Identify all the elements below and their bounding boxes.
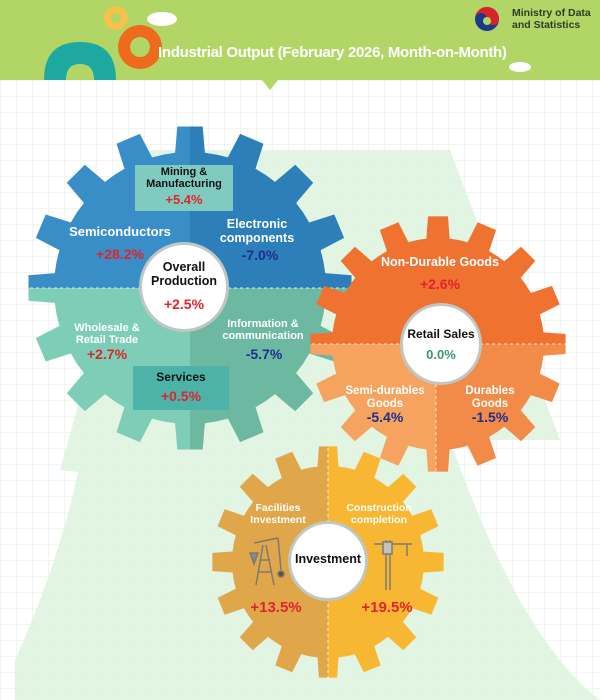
services-label: Services bbox=[156, 370, 206, 384]
facilities-value: +13.5% bbox=[250, 599, 302, 616]
durable-label: Durables Goods bbox=[465, 385, 515, 410]
semiconductors-label: Semiconductors bbox=[69, 224, 171, 239]
mining-value: +5.4% bbox=[165, 192, 203, 207]
ministry-logo-icon bbox=[475, 7, 499, 31]
semi-durable-label: Semi-durables Goods bbox=[345, 385, 425, 410]
services-value: +0.5% bbox=[160, 388, 202, 404]
electronic-label: Electronic components bbox=[219, 217, 295, 245]
oil-pump-icon bbox=[248, 537, 285, 586]
durable-value: -1.5% bbox=[471, 409, 509, 425]
non-durable-value: +2.6% bbox=[419, 276, 461, 292]
mining-manufacturing-box bbox=[135, 165, 233, 211]
information-label: Information & communication bbox=[222, 318, 304, 343]
ministry-name: Ministry of Data and Statistics bbox=[512, 7, 591, 31]
facilities-label: Facilities Investment bbox=[250, 502, 306, 526]
information-value: -5.7% bbox=[245, 346, 283, 362]
overall-production-value: +2.5% bbox=[163, 296, 205, 312]
wholesale-label: Wholesale & Retail Trade bbox=[74, 322, 140, 347]
production-gear bbox=[28, 126, 352, 450]
semiconductors-value: +28.2% bbox=[96, 246, 144, 262]
orange-gear-icon bbox=[118, 25, 162, 69]
investment-label: Investment bbox=[295, 552, 361, 566]
retail-sales-value: 0.0% bbox=[426, 347, 456, 362]
header-notch bbox=[262, 80, 278, 90]
services-box bbox=[133, 366, 229, 410]
crane-icon bbox=[374, 540, 412, 590]
teal-gear-icon bbox=[44, 42, 116, 80]
cloud-icon bbox=[147, 12, 531, 72]
mining-label: Mining & Manufacturing bbox=[146, 166, 222, 191]
wholesale-value: +2.7% bbox=[86, 346, 128, 362]
retail-sales-label: Retail Sales bbox=[407, 327, 475, 341]
page-title: Industrial Output (February 2026, Month-… bbox=[158, 44, 507, 61]
non-durable-label: Non-Durable Goods bbox=[380, 255, 500, 269]
retail-sales-hub bbox=[400, 303, 482, 385]
semi-durable-value: -5.4% bbox=[366, 409, 404, 425]
retail-gear bbox=[310, 216, 566, 472]
construction-value: +19.5% bbox=[361, 599, 413, 616]
yellow-gear-icon bbox=[104, 6, 128, 30]
electronic-value: -7.0% bbox=[241, 247, 279, 263]
construction-label: Construction completion bbox=[346, 502, 412, 526]
overall-production-hub bbox=[139, 242, 229, 332]
overall-production-label: Overall Production bbox=[151, 260, 217, 288]
investment-hub bbox=[288, 521, 368, 601]
